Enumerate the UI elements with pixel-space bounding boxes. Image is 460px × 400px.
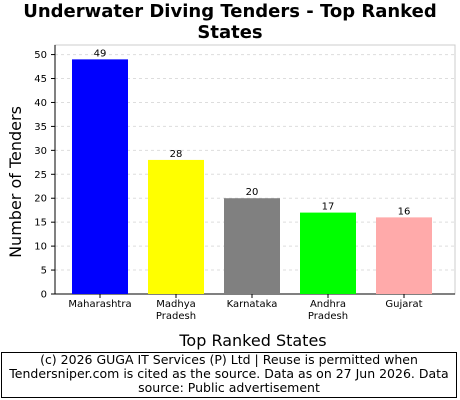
x-tick-label: Maharashtra [68,299,132,310]
value-label: 28 [170,149,183,160]
y-tick-label: 10 [34,242,47,253]
bar [376,217,432,294]
y-tick-label: 35 [34,122,47,133]
x-tick-label: Andhra Pradesh [307,299,349,322]
y-tick-label: 40 [34,98,47,109]
chart-title: Underwater Diving Tenders - Top Ranked S… [23,1,437,43]
y-tick-label: 15 [34,218,47,229]
y-tick-label: 25 [34,170,47,181]
x-tick-label: Karnataka [226,299,278,310]
bar [148,159,204,294]
bar [224,198,280,294]
y-tick-label: 45 [34,74,47,85]
y-axis-label: Number of Tenders [6,106,25,258]
value-label: 17 [322,202,335,213]
y-tick-label: 50 [34,50,47,61]
value-label: 20 [246,187,259,198]
x-tick-label: Madhya Pradesh [155,299,197,322]
y-tick-label: 5 [41,266,47,277]
bar [300,212,356,294]
footer: (c) 2026 GUGA IT Services (P) Ltd | Reus… [1,352,457,398]
value-label: 16 [398,206,411,217]
x-axis-label: Top Ranked States [178,331,326,350]
bar [72,59,128,294]
value-label: 49 [94,48,107,59]
x-tick-label: Gujarat [385,299,423,310]
y-tick-label: 0 [41,290,47,301]
y-tick-label: 20 [34,194,47,205]
y-tick-label: 30 [34,146,47,157]
